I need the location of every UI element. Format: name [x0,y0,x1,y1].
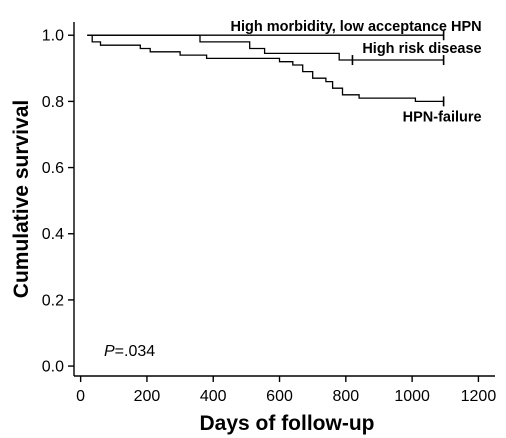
series-label-3: HPN-failure [403,109,482,125]
x-tick-label: 400 [200,388,227,405]
x-axis-title: Days of follow-up [200,412,375,435]
x-tick-label: 1000 [394,388,430,405]
survival-curve-3 [87,34,444,103]
x-tick-label: 0 [76,388,85,405]
series-label-1: High morbidity, low acceptance HPN [231,19,482,35]
y-axis-title: Cumulative survival [10,100,33,298]
x-tick-label: 200 [134,388,161,405]
x-axis-ticks: 0 200 400 600 800 1000 1200 [76,376,496,405]
x-tick-label: 1200 [461,388,497,405]
survival-curve-2 [87,34,444,61]
series-labels: High morbidity, low acceptance HPN High r… [231,19,482,125]
y-tick-label: 0.0 [42,359,64,376]
x-tick-label: 800 [332,388,359,405]
series-layer [87,30,445,107]
series-label-2: High risk disease [362,41,481,57]
p-value-annotation: P=.034 [104,343,155,360]
y-tick-label: 0.4 [42,226,64,243]
p-value-italic: P [104,343,115,360]
y-tick-label: 1.0 [42,28,64,45]
y-axis-ticks: 0.0 0.2 0.4 0.6 0.8 1.0 [42,28,74,376]
y-tick-label: 0.8 [42,94,64,111]
x-tick-label: 600 [266,388,293,405]
p-value-number: =.034 [115,343,156,360]
y-tick-label: 0.6 [42,160,64,177]
y-tick-label: 0.2 [42,292,64,309]
